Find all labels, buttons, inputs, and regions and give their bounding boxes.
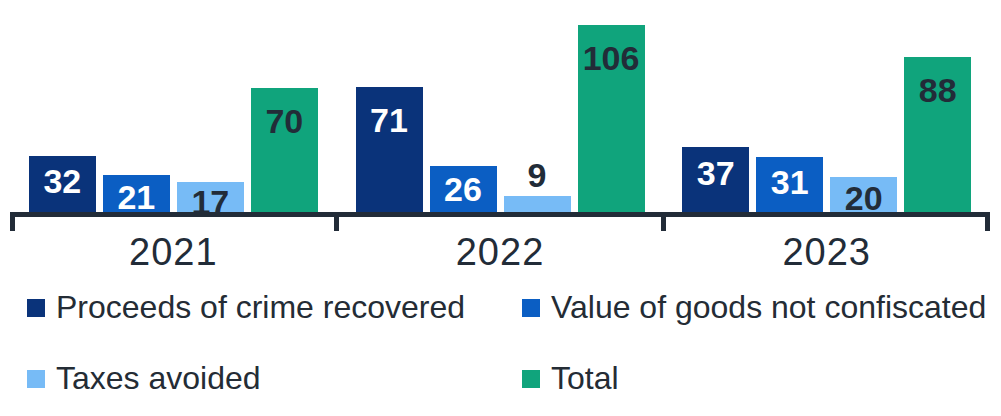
bar-cell-total-2021: 70 (251, 88, 318, 212)
bar-cell-taxes-avoided-2022: 9 (504, 158, 571, 212)
legend-item-value-of-goods-not-confiscated: Value of goods not confiscated (522, 290, 1001, 325)
bar-total-2022: 106 (578, 25, 645, 212)
bar-value-of-goods-not-confiscated-2022: 26 (430, 166, 497, 212)
bar-total-2023: 88 (904, 57, 971, 213)
bar-cell-taxes-avoided-2021: 17 (177, 182, 244, 212)
bar-proceeds-of-crime-recovered-2022: 71 (356, 87, 423, 212)
value-label-value-of-goods-not-confiscated-2023: 31 (771, 165, 809, 199)
x-axis-tick-2 (661, 212, 666, 231)
legend-swatch-value-of-goods-not-confiscated (522, 299, 540, 317)
x-axis-label-2022: 2022 (337, 233, 664, 271)
bar-total-2021: 70 (251, 88, 318, 212)
bar-cell-total-2023: 88 (904, 57, 971, 213)
x-axis-tick-0 (10, 212, 15, 231)
bar-cell-proceeds-of-crime-recovered-2022: 71 (356, 87, 423, 212)
bar-proceeds-of-crime-recovered-2023: 37 (682, 147, 749, 212)
legend-label-total: Total (551, 361, 619, 396)
bar-cell-value-of-goods-not-confiscated-2021: 21 (103, 175, 170, 212)
bar-cell-taxes-avoided-2023: 20 (830, 177, 897, 212)
legend-label-taxes-avoided: Taxes avoided (56, 361, 261, 396)
value-label-value-of-goods-not-confiscated-2021: 21 (117, 180, 155, 214)
plot-area: 32 21 17 70 71 26 9 106 37 31 20 88 (10, 0, 990, 212)
x-axis-tick-1 (334, 212, 339, 231)
value-label-taxes-avoided-2023: 20 (845, 181, 883, 215)
value-label-total-2021: 70 (265, 104, 303, 138)
value-label-total-2022: 106 (583, 41, 640, 75)
value-label-proceeds-of-crime-recovered-2022: 71 (370, 103, 408, 137)
bar-taxes-avoided-2022 (504, 196, 571, 212)
bar-group-2022: 71 26 9 106 (337, 0, 664, 212)
legend-swatch-proceeds-of-crime-recovered (27, 299, 45, 317)
bar-cell-total-2022: 106 (578, 25, 645, 212)
grouped-bar-chart: 32 21 17 70 71 26 9 106 37 31 20 88 202120222023 Pr… (0, 0, 1001, 416)
x-axis-line (10, 212, 990, 217)
bar-taxes-avoided-2021: 17 (177, 182, 244, 212)
plot-wrapper: 32 21 17 70 71 26 9 106 37 31 20 88 202120222023 (10, 0, 990, 271)
legend-label-value-of-goods-not-confiscated: Value of goods not confiscated (551, 290, 986, 325)
bar-group-2023: 37 31 20 88 (663, 0, 990, 212)
legend-item-proceeds-of-crime-recovered: Proceeds of crime recovered (27, 290, 522, 325)
value-label-proceeds-of-crime-recovered-2021: 32 (43, 164, 81, 198)
bar-value-of-goods-not-confiscated-2023: 31 (756, 157, 823, 212)
legend-swatch-total (522, 370, 540, 388)
value-label-value-of-goods-not-confiscated-2022: 26 (444, 172, 482, 206)
bar-cell-proceeds-of-crime-recovered-2021: 32 (29, 156, 96, 213)
x-axis-tick-3 (985, 212, 990, 231)
bar-cell-proceeds-of-crime-recovered-2023: 37 (682, 147, 749, 212)
bar-cell-value-of-goods-not-confiscated-2023: 31 (756, 157, 823, 212)
x-axis-labels: 202120222023 (10, 233, 990, 271)
value-label-proceeds-of-crime-recovered-2023: 37 (697, 156, 735, 190)
legend: Proceeds of crime recovered Value of good… (27, 290, 1001, 396)
legend-label-proceeds-of-crime-recovered: Proceeds of crime recovered (56, 290, 465, 325)
value-label-total-2023: 88 (919, 73, 957, 107)
bar-taxes-avoided-2023: 20 (830, 177, 897, 212)
x-axis-label-2021: 2021 (10, 233, 337, 271)
value-label-taxes-avoided-2022: 9 (528, 158, 547, 192)
bar-value-of-goods-not-confiscated-2021: 21 (103, 175, 170, 212)
bar-cell-value-of-goods-not-confiscated-2022: 26 (430, 166, 497, 212)
legend-swatch-taxes-avoided (27, 370, 45, 388)
bar-proceeds-of-crime-recovered-2021: 32 (29, 156, 96, 213)
x-axis-label-2023: 2023 (663, 233, 990, 271)
legend-item-taxes-avoided: Taxes avoided (27, 361, 522, 396)
legend-item-total: Total (522, 361, 1001, 396)
bar-group-2021: 32 21 17 70 (10, 0, 337, 212)
